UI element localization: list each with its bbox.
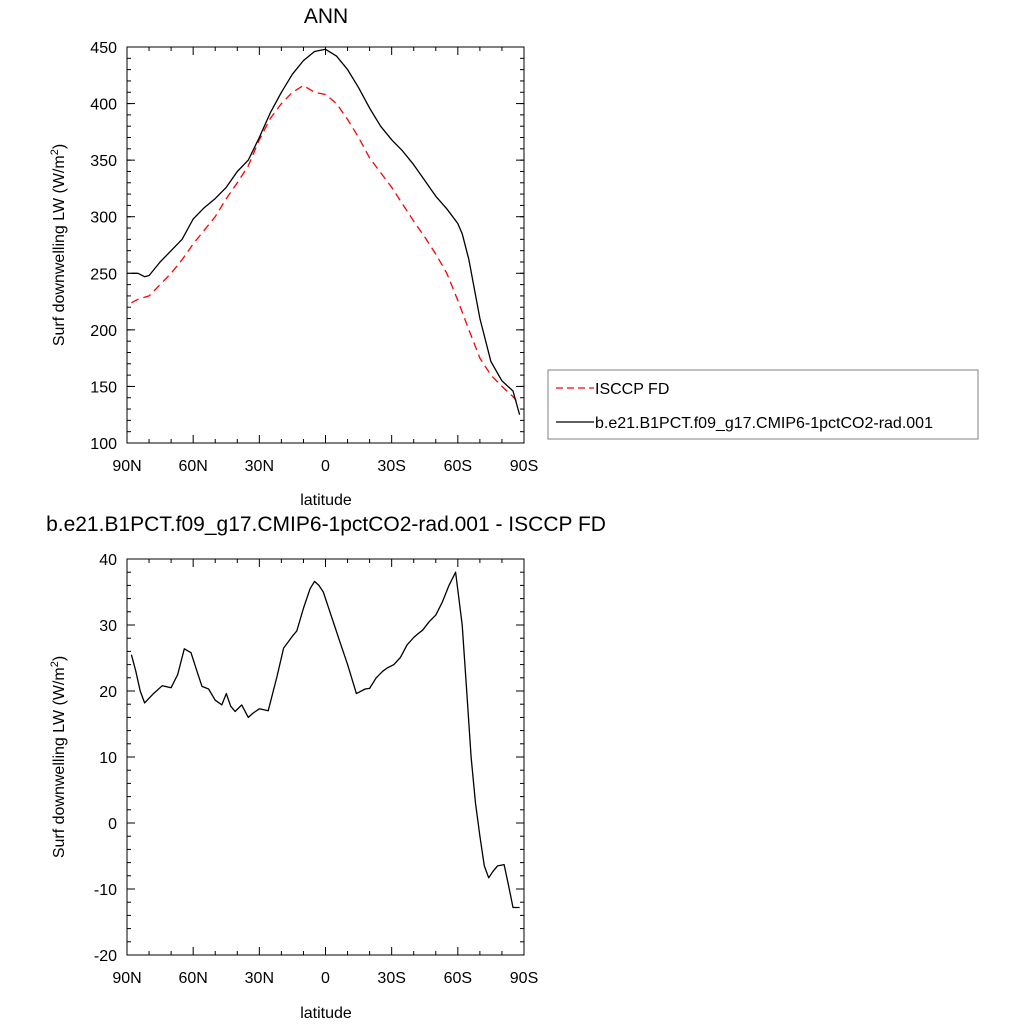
bottom-panel: b.e21.B1PCT.f09_g17.CMIP6-1pctCO2-rad.00… [46, 513, 606, 1022]
top-ytick-label-150: 150 [90, 379, 117, 396]
bottom-x-tick-labels: 90N 60N 30N 0 30S 60S 90S [112, 970, 538, 987]
top-ytick-label-200: 200 [90, 323, 117, 340]
bottom-ytick-label-0: 0 [108, 816, 117, 833]
top-chart-title: ANN [304, 5, 348, 28]
bottom-plot-frame [126, 558, 525, 956]
top-axis-ticks [126, 46, 525, 444]
bottom-ytick-label-20: 20 [99, 684, 117, 701]
top-xtick-label-90s: 90S [510, 458, 538, 475]
bottom-y-axis-title-close: ) [51, 656, 68, 661]
legend-label-isccp-fd: ISCCP FD [595, 381, 669, 398]
top-y-axis-title-text: Surf downwelling LW (W/m [51, 155, 68, 346]
top-x-tick-labels: 90N 60N 30N 0 30S 60S 90S [112, 458, 538, 475]
top-y-axis-title-close: ) [51, 144, 68, 149]
bottom-series-lines [130, 571, 520, 909]
top-xtick-label-30n: 30N [245, 458, 274, 475]
top-ytick-label-400: 400 [90, 97, 117, 114]
top-series-b-e21-b1pct-f09-g17-cmip6-1pctco2-rad-001 [131, 48, 521, 415]
bottom-xtick-label-60s: 60S [444, 970, 472, 987]
bottom-xtick-label-90s: 90S [510, 970, 538, 987]
bottom-y-axis-title-sup: 2 [49, 661, 61, 667]
bottom-ytick-label-40: 40 [99, 552, 117, 569]
bottom-xtick-label-30s: 30S [377, 970, 405, 987]
legend-box [547, 369, 979, 440]
top-y-axis-title: Surf downwelling LW (W/m2) [49, 144, 68, 346]
bottom-axis-ticks [126, 558, 525, 956]
top-xtick-label-60n: 60N [178, 458, 207, 475]
bottom-ytick-label-30: 30 [99, 618, 117, 635]
top-xtick-label-60s: 60S [444, 458, 472, 475]
bottom-y-tick-labels: -20 -10 0 10 20 30 40 [94, 552, 117, 965]
bottom-xtick-label-60n: 60N [178, 970, 207, 987]
top-ytick-label-450: 450 [90, 40, 117, 57]
top-series-isccp-fd [131, 84, 521, 405]
bottom-ytick-label-10: 10 [99, 750, 117, 767]
bottom-ytick-label-neg20: -20 [94, 948, 117, 965]
bottom-xtick-label-0: 0 [321, 970, 330, 987]
top-xtick-label-30s: 30S [377, 458, 405, 475]
top-ytick-label-300: 300 [90, 210, 117, 227]
top-xtick-label-0: 0 [321, 458, 330, 475]
bottom-x-axis-title: latitude [300, 1005, 352, 1022]
top-series-lines [131, 48, 521, 415]
bottom-series-difference [130, 571, 520, 909]
legend-label-model: b.e21.B1PCT.f09_g17.CMIP6-1pctCO2-rad.00… [595, 415, 933, 432]
top-ytick-label-250: 250 [90, 266, 117, 283]
bottom-y-axis-title: Surf downwelling LW (W/m2) [49, 656, 68, 858]
top-y-tick-labels: 100 150 200 250 300 350 400 450 [90, 40, 117, 453]
bottom-chart-title: b.e21.B1PCT.f09_g17.CMIP6-1pctCO2-rad.00… [46, 513, 606, 536]
top-ytick-label-350: 350 [90, 153, 117, 170]
bottom-xtick-label-30n: 30N [245, 970, 274, 987]
top-ytick-label-100: 100 [90, 436, 117, 453]
legend: ISCCP FD b.e21.B1PCT.f09_g17.CMIP6-1pctC… [547, 369, 979, 440]
bottom-ytick-label-neg10: -10 [94, 882, 117, 899]
bottom-y-axis-title-text: Surf downwelling LW (W/m [51, 667, 68, 858]
bottom-xtick-label-90n: 90N [112, 970, 141, 987]
top-y-axis-title-sup: 2 [49, 149, 61, 155]
top-panel: ANN 90N 60N 30N 0 30S 60S 90S 100 150 20… [49, 5, 979, 509]
top-x-axis-title: latitude [300, 492, 352, 509]
top-xtick-label-90n: 90N [112, 458, 141, 475]
